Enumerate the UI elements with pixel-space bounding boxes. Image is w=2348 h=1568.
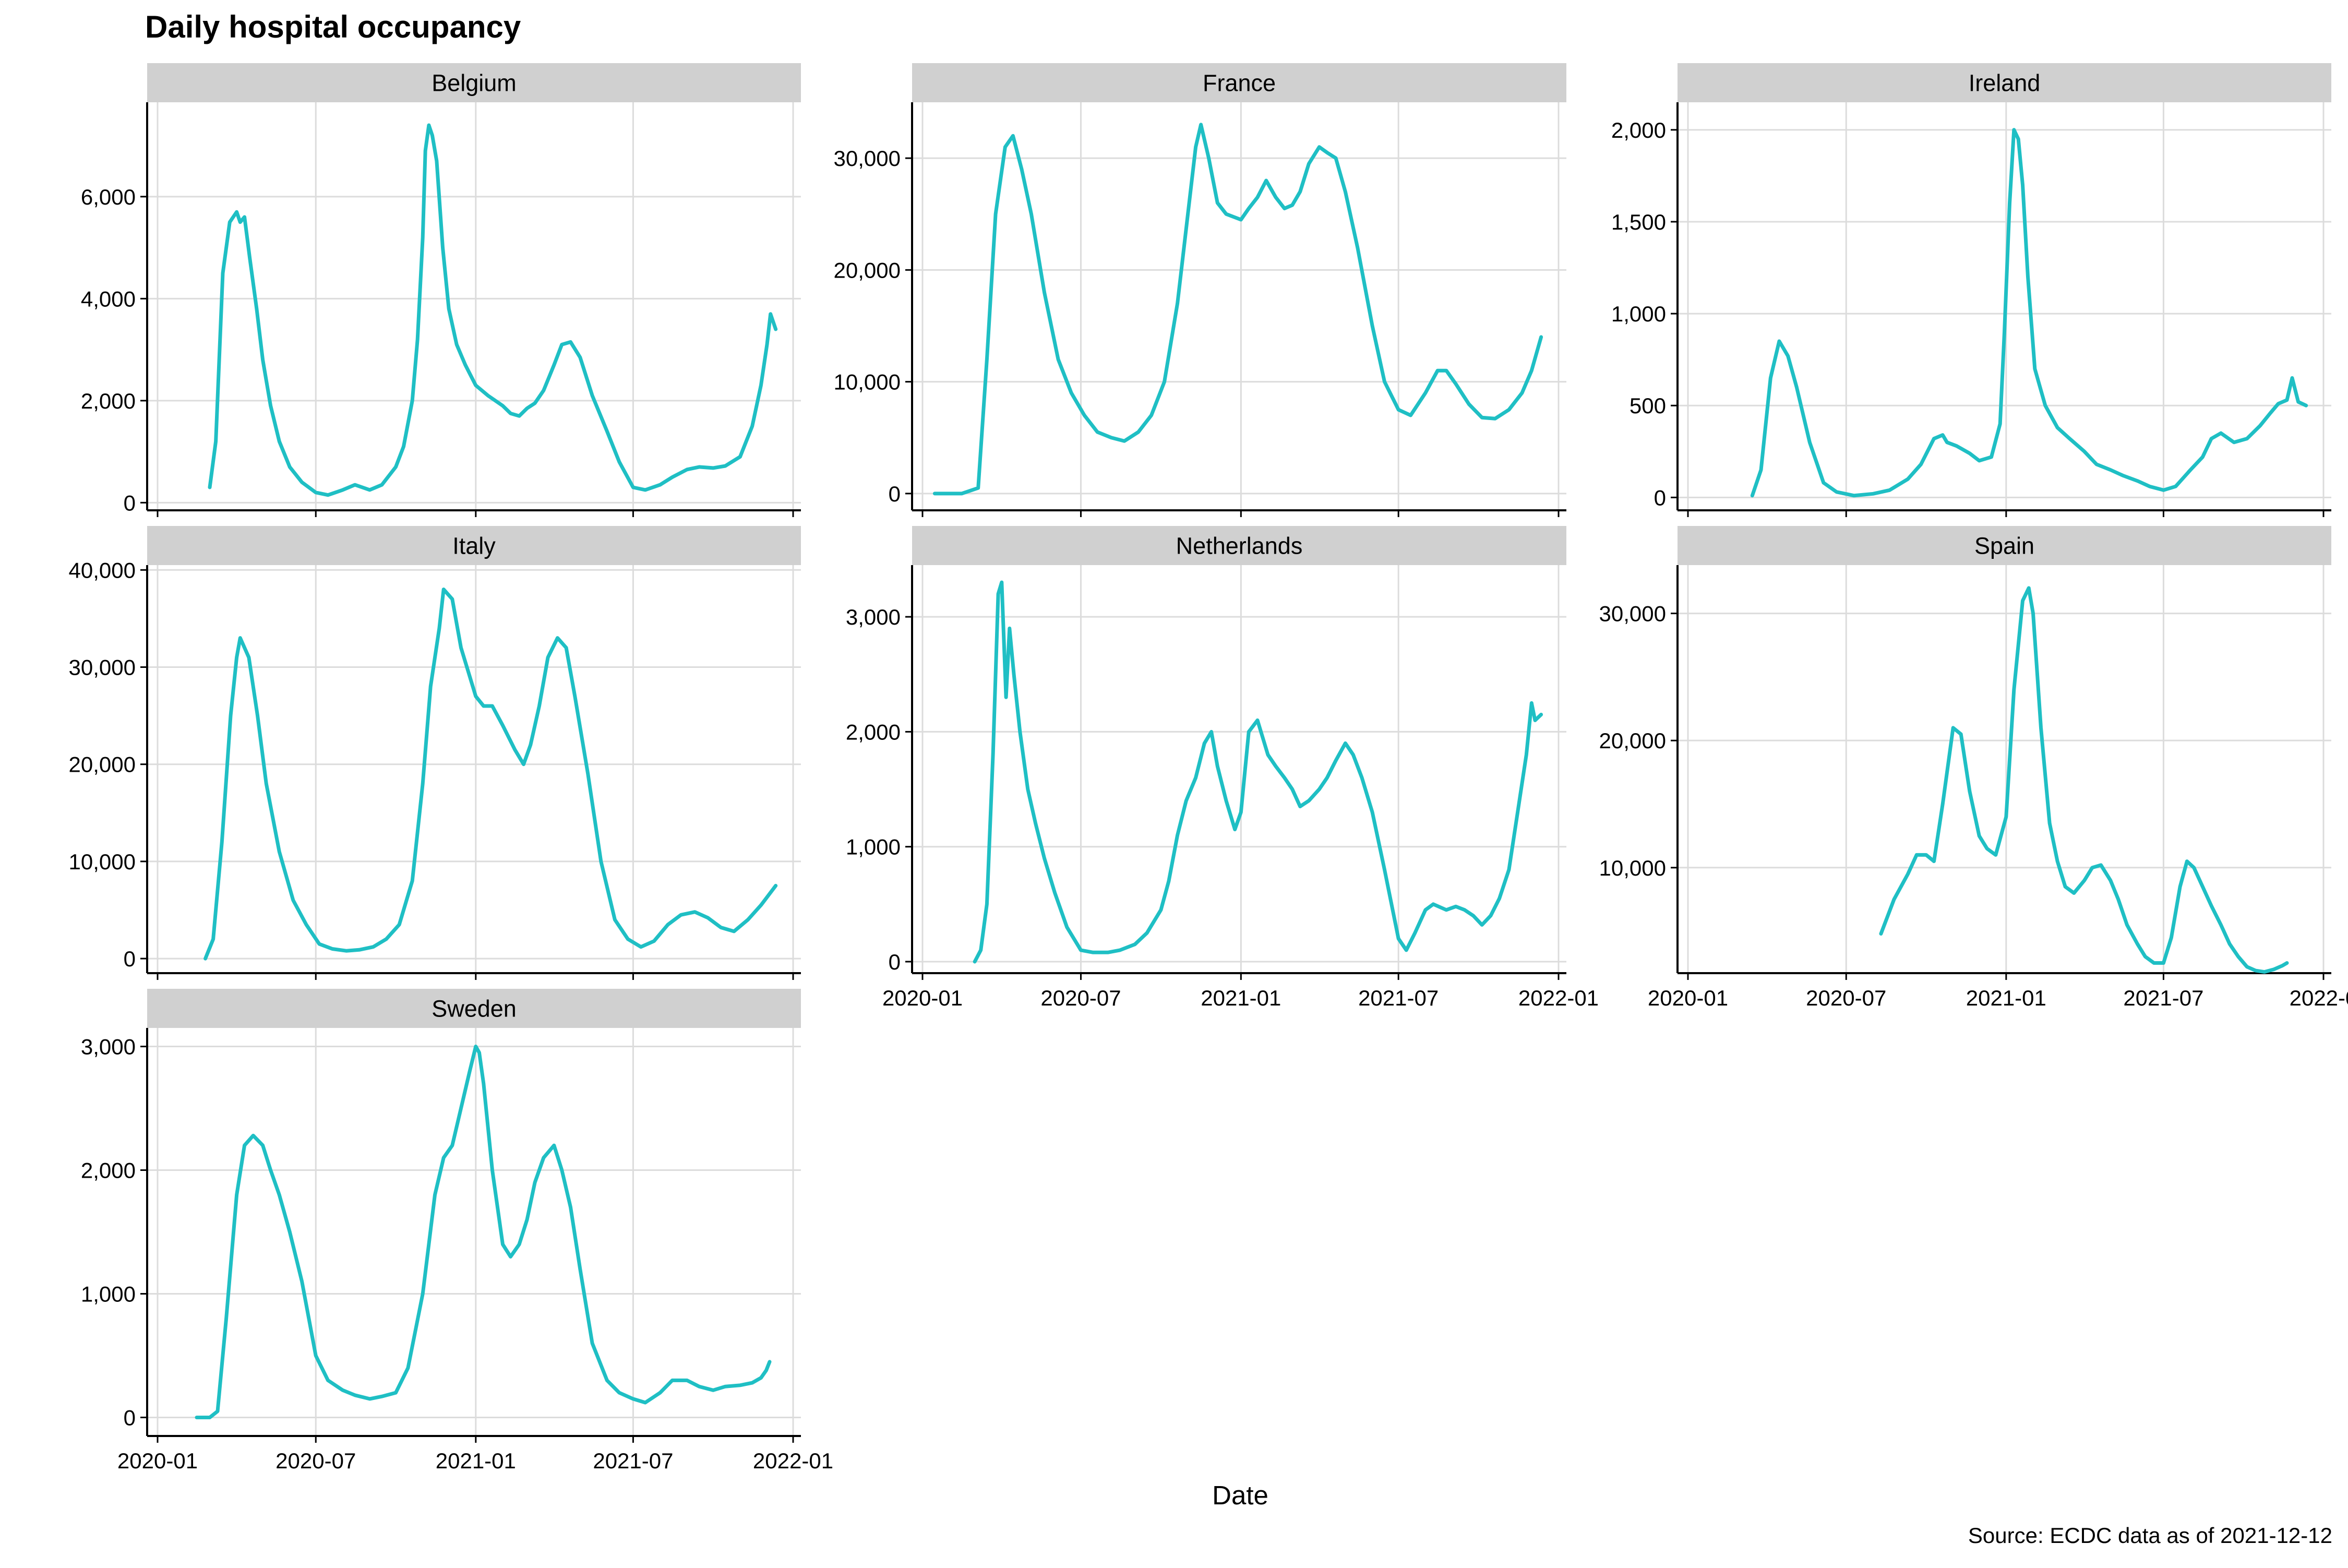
y-tick-label: 20,000 (69, 752, 136, 777)
y-tick-label: 3,000 (846, 605, 901, 629)
x-tick-label: 2020-07 (1040, 986, 1121, 1010)
y-tick-label: 1,000 (1611, 302, 1666, 326)
x-tick-label: 2020-07 (1806, 986, 1886, 1010)
x-tick-label: 2022-0 (2290, 986, 2348, 1010)
chart-caption: Source: ECDC data as of 2021-12-12 (1968, 1523, 2332, 1548)
facet-label: Spain (1974, 533, 2034, 559)
y-tick-label: 0 (124, 947, 136, 971)
x-tick-label: 2021-01 (1201, 986, 1281, 1010)
facet-strip (1678, 526, 2331, 565)
y-tick-label: 1,500 (1611, 210, 1666, 234)
panel-spain: Spain 2020-01 2020-07 2021-01 2021-07 2022-0 1… (1599, 526, 2348, 1010)
x-tick-label: 2020-01 (882, 986, 963, 1010)
x-tick-label: 2020-07 (275, 1449, 356, 1473)
facet-label: France (1203, 70, 1276, 97)
series-line-netherlands (973, 580, 1543, 964)
y-tick-label: 2,000 (81, 1158, 136, 1183)
facet-strip (147, 989, 801, 1028)
panel-sweden: Sweden 2020-01 2020-07 2021-01 2021-07 2022-0… (81, 989, 833, 1473)
x-tick-label: 2021-07 (2123, 986, 2203, 1010)
y-tick-label: 1,000 (81, 1282, 136, 1306)
y-tick-label: 4,000 (81, 286, 136, 311)
y-tick-label: 0 (889, 950, 901, 974)
x-axis-title: Date (1212, 1480, 1268, 1510)
y-tick-label: 30,000 (834, 146, 901, 171)
x-tick-label: 2021-07 (1358, 986, 1439, 1010)
panel-netherlands: Netherlands 2020-01 2020-07 2021-01 2021-07 2… (846, 526, 1599, 1010)
panel-ireland: Ireland 0 500 1,000 1,500 2,000 (1611, 63, 2331, 517)
y-tick-label: 2,000 (846, 720, 901, 744)
facet-strip (1678, 63, 2331, 102)
facet-label: Netherlands (1176, 533, 1303, 559)
facet-label: Belgium (432, 70, 517, 97)
facet-panels: Belgium 0 2,000 4,000 6,000 France 0 10,000 20,0… (69, 63, 2348, 1473)
x-tick-label: 2021-01 (1966, 986, 2046, 1010)
series-line-spain (1879, 586, 2289, 974)
x-tick-label: 2020-01 (1648, 986, 1728, 1010)
series-line-italy (203, 588, 778, 961)
y-tick-label: 0 (1654, 485, 1666, 510)
y-tick-label: 0 (124, 490, 136, 515)
y-tick-label: 10,000 (69, 849, 136, 874)
x-tick-label: 2021-07 (593, 1449, 673, 1473)
y-tick-label: 1,000 (846, 835, 901, 859)
y-tick-label: 20,000 (834, 258, 901, 282)
facet-strip (912, 63, 1566, 102)
panel-belgium: Belgium 0 2,000 4,000 6,000 (81, 63, 801, 517)
facet-label: Sweden (432, 996, 517, 1022)
y-tick-label: 2,000 (81, 389, 136, 413)
x-tick-label: 2022-01 (753, 1449, 833, 1473)
chart-title: Daily hospital occupancy (145, 9, 521, 44)
y-tick-label: 2,000 (1611, 118, 1666, 142)
y-tick-label: 20,000 (1599, 728, 1666, 753)
facet-strip (147, 526, 801, 565)
series-line-france (932, 123, 1543, 496)
y-tick-label: 0 (889, 482, 901, 506)
y-tick-label: 40,000 (69, 558, 136, 582)
y-tick-label: 30,000 (69, 655, 136, 680)
series-line-belgium (208, 123, 778, 497)
y-tick-label: 6,000 (81, 185, 136, 209)
y-tick-label: 3,000 (81, 1035, 136, 1059)
y-tick-label: 0 (124, 1405, 136, 1430)
panel-italy: Italy 0 10,000 20,000 30,000 40,000 (69, 526, 801, 980)
series-line-sweden (195, 1045, 772, 1419)
series-line-ireland (1750, 128, 2308, 498)
panel-france: France 0 10,000 20,000 30,000 (834, 63, 1566, 517)
facet-strip (147, 63, 801, 102)
x-tick-label: 2022-01 (1518, 986, 1599, 1010)
facet-strip (912, 526, 1566, 565)
x-tick-label: 2021-01 (436, 1449, 516, 1473)
y-tick-label: 10,000 (834, 370, 901, 394)
facet-label: Italy (452, 533, 496, 559)
y-tick-label: 500 (1630, 393, 1666, 418)
y-tick-label: 30,000 (1599, 602, 1666, 626)
x-tick-label: 2020-01 (117, 1449, 198, 1473)
y-tick-label: 10,000 (1599, 856, 1666, 880)
facet-label: Ireland (1969, 70, 2041, 97)
